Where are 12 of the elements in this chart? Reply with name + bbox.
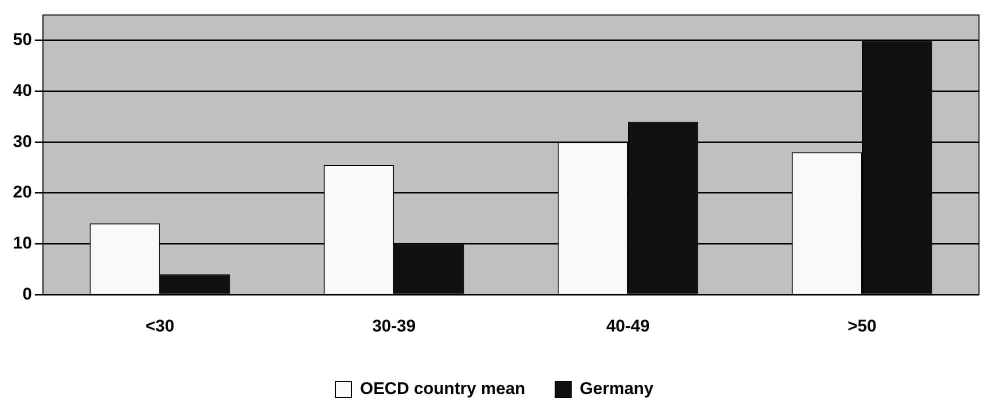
x-tick-label: 40-49	[606, 316, 650, 336]
y-tick-label: 30	[12, 132, 32, 151]
x-tick-label: >50	[848, 316, 876, 336]
y-tick-label: 40	[12, 80, 32, 100]
y-tick-label: 0	[22, 284, 32, 304]
x-tick-label: 30-39	[372, 316, 416, 336]
legend-label: OECD country mean	[360, 379, 526, 398]
y-tick-label: 50	[12, 30, 32, 50]
legend-label: Germany	[580, 379, 654, 398]
y-tick-label: 10	[12, 233, 32, 252]
x-tick-label: <30	[146, 316, 174, 336]
y-tick-label: 20	[12, 182, 32, 202]
